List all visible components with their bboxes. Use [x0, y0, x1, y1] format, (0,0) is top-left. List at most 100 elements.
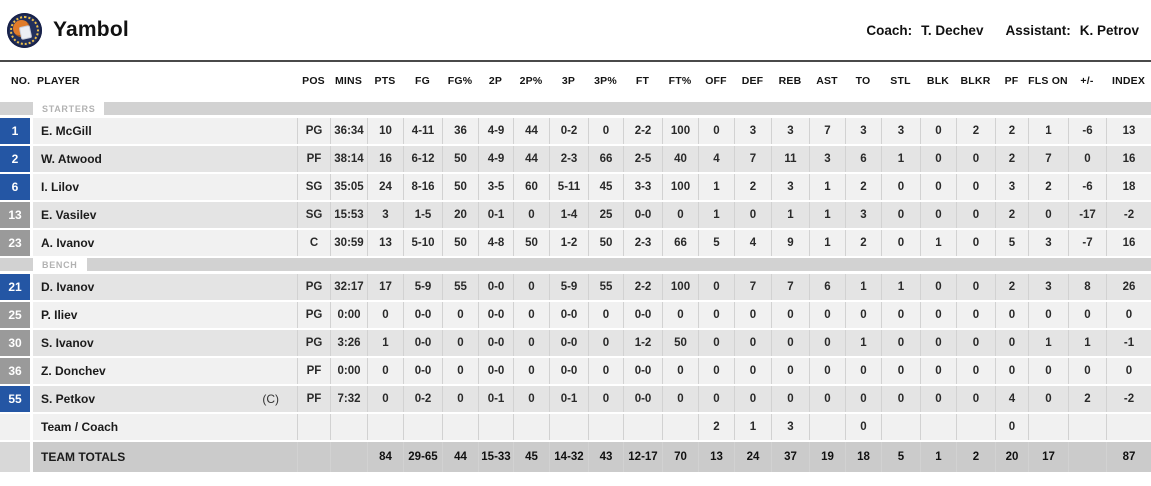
team-coach-label: Team / Coach — [41, 420, 119, 434]
stat-cell: 0 — [1068, 302, 1106, 328]
stat-cell: 0 — [734, 202, 771, 228]
stat-cell: 44 — [442, 442, 478, 472]
stat-cell: 8-16 — [403, 174, 442, 200]
stat-cell: 2 — [845, 174, 881, 200]
stat-cell: 0 — [809, 330, 845, 356]
stat-cell: 4-11 — [403, 118, 442, 144]
stat-cell — [662, 414, 698, 440]
stat-cell: 0 — [956, 386, 995, 412]
stat-cell: PF — [297, 386, 330, 412]
stat-cell: 1 — [881, 274, 920, 300]
stat-cell: 5 — [995, 230, 1028, 256]
stat-cell: 0 — [1068, 146, 1106, 172]
stat-cell: 0 — [881, 386, 920, 412]
stat-cell: 3 — [734, 118, 771, 144]
stat-cell: 12-17 — [623, 442, 662, 472]
stat-cell: 19 — [809, 442, 845, 472]
stat-cell: 2 — [845, 230, 881, 256]
stat-cell: 0 — [1068, 358, 1106, 384]
stat-cell: 2-3 — [623, 230, 662, 256]
stat-cell: 50 — [442, 230, 478, 256]
stat-cell: 13 — [698, 442, 734, 472]
coach-pair: Coach: T. Dechev — [866, 23, 983, 38]
stat-cell: 0 — [588, 386, 623, 412]
stat-cell: 1-4 — [549, 202, 588, 228]
stat-cell: 0 — [920, 302, 956, 328]
assistant-label: Assistant: — [1005, 22, 1071, 38]
stat-cell: 7 — [734, 274, 771, 300]
player-row: 2 W. Atwood PF 38:14 16 6-12 50 4-9 44 2-3 66 2-5 40… — [0, 146, 1151, 172]
stat-cell: 1-5 — [403, 202, 442, 228]
stat-cell: 7 — [771, 274, 809, 300]
column-header-pos: POS — [302, 75, 325, 87]
stat-cell — [297, 442, 330, 472]
stat-cell: 0 — [771, 330, 809, 356]
stat-cell: 26 — [1106, 274, 1151, 300]
jersey-number-badge: 1 — [0, 118, 33, 144]
section-bar-segment — [104, 102, 1151, 115]
player-name: Z. Donchev — [41, 364, 106, 378]
stat-cell: 0 — [442, 386, 478, 412]
team-name: Yambol — [53, 18, 129, 41]
stat-cell: 0 — [995, 302, 1028, 328]
column-header-fg: FG — [415, 75, 430, 87]
column-header-pts: PTS — [374, 75, 396, 87]
stat-cell: 43 — [588, 442, 623, 472]
stat-cell: 2-2 — [623, 118, 662, 144]
stat-cell: 0:00 — [330, 302, 367, 328]
stat-cell: 1 — [881, 146, 920, 172]
column-header-off: OFF — [705, 75, 727, 87]
stat-cell — [623, 414, 662, 440]
stat-cell: 3 — [809, 146, 845, 172]
player-cell: S. Ivanov — [33, 330, 297, 356]
stat-cell: -7 — [1068, 230, 1106, 256]
team-coach-row: Team / Coach 2 1 3 0 0 — [0, 414, 1151, 440]
stat-cell: 0 — [956, 274, 995, 300]
column-header-reb: REB — [778, 75, 802, 87]
stat-cell: 10 — [367, 118, 403, 144]
stat-cell: 2 — [995, 202, 1028, 228]
stat-cell: PF — [297, 358, 330, 384]
stat-cell: 2 — [956, 118, 995, 144]
stat-cell: 25 — [588, 202, 623, 228]
stat-cell: 2-5 — [623, 146, 662, 172]
stat-cell: 0 — [734, 386, 771, 412]
stat-cell: 50 — [662, 330, 698, 356]
stat-cell: 0 — [1106, 358, 1151, 384]
stat-cell — [403, 414, 442, 440]
stat-cell: 16 — [367, 146, 403, 172]
stat-cell: 1-2 — [623, 330, 662, 356]
stat-cell: 15-33 — [478, 442, 513, 472]
stat-cell: 0 — [698, 302, 734, 328]
column-header-3p: 3P — [561, 75, 576, 87]
stat-cell: -6 — [1068, 174, 1106, 200]
jersey-number-badge: 6 — [0, 174, 33, 200]
player-name: S. Ivanov — [41, 336, 94, 350]
stat-cell: 3:26 — [330, 330, 367, 356]
stat-cell: 0 — [662, 386, 698, 412]
stat-cell: C — [297, 230, 330, 256]
stat-cell: 3 — [845, 118, 881, 144]
stat-cell: 0 — [956, 358, 995, 384]
stat-cell: 0 — [956, 330, 995, 356]
stat-cell: PG — [297, 330, 330, 356]
stat-cell: 6 — [845, 146, 881, 172]
stat-cell: 3 — [1028, 274, 1068, 300]
stat-cell: 0-2 — [403, 386, 442, 412]
stat-cell: 2 — [995, 274, 1028, 300]
stat-cell: 0 — [809, 358, 845, 384]
stat-cell: 2 — [1028, 174, 1068, 200]
stat-cell: 0 — [513, 202, 549, 228]
stat-cell: 2 — [995, 146, 1028, 172]
stat-cell: 0-0 — [549, 330, 588, 356]
stat-cell: 0 — [513, 302, 549, 328]
stat-cell: 0-0 — [623, 202, 662, 228]
stat-cell — [881, 414, 920, 440]
stat-cell: 0 — [881, 358, 920, 384]
jersey-number-badge: 25 — [0, 302, 33, 328]
stat-cell: 20 — [995, 442, 1028, 472]
stat-cell: 0 — [1106, 302, 1151, 328]
section-bar: BENCH — [0, 258, 1151, 271]
stat-cell: 0 — [881, 330, 920, 356]
stat-cell: 0-1 — [478, 202, 513, 228]
